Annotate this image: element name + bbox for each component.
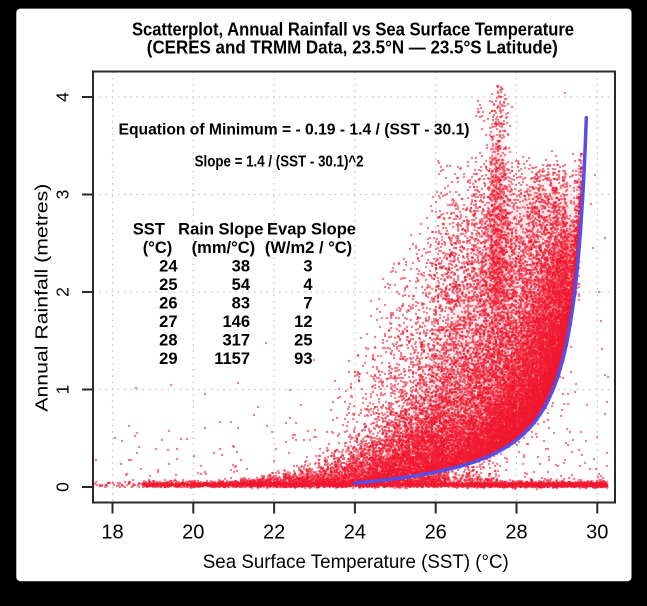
svg-text:27: 27 [159,313,177,331]
svg-text:SST: SST [133,221,165,239]
svg-text:317: 317 [222,332,250,350]
svg-text:Evap Slope: Evap Slope [267,221,356,239]
svg-text:28: 28 [505,522,527,544]
svg-text:25: 25 [159,276,177,294]
svg-text:24: 24 [159,258,178,276]
svg-text:Scatterplot, Annual Rainfall v: Scatterplot, Annual Rainfall vs Sea Surf… [132,20,574,40]
svg-text:38: 38 [232,258,250,276]
svg-text:26: 26 [425,522,447,544]
svg-text:Equation of Minimum = - 0.19 -: Equation of Minimum = - 0.19 - 1.4 / (SS… [119,122,470,139]
svg-text:0: 0 [53,482,73,492]
svg-text:93: 93 [294,350,312,368]
svg-text:(W/m2 / °C): (W/m2 / °C) [265,239,352,257]
svg-text:(mm/°C): (mm/°C) [192,239,255,257]
svg-text:4: 4 [53,92,73,102]
svg-text:3: 3 [303,258,312,276]
svg-text:1157: 1157 [214,350,250,368]
svg-text:26: 26 [159,295,177,313]
svg-text:3: 3 [53,190,73,200]
svg-text:4: 4 [303,276,313,294]
svg-text:28: 28 [159,332,177,350]
svg-text:1: 1 [53,385,73,395]
svg-text:22: 22 [263,522,285,544]
svg-text:(°C): (°C) [143,239,173,257]
svg-text:29: 29 [159,350,177,368]
svg-text:Annual Rainfall (metres): Annual Rainfall (metres) [32,184,52,412]
svg-text:Rain Slope: Rain Slope [178,221,263,239]
svg-text:Slope = 1.4 / (SST - 30.1)^2: Slope = 1.4 / (SST - 30.1)^2 [195,154,364,171]
svg-text:(CERES and TRMM Data, 23.5°N —: (CERES and TRMM Data, 23.5°N — 23.5°S La… [147,38,558,58]
svg-text:24: 24 [344,522,366,544]
svg-text:7: 7 [303,295,312,313]
svg-text:83: 83 [232,295,250,313]
svg-text:20: 20 [182,522,204,544]
svg-text:Sea Surface Temperature (SST): Sea Surface Temperature (SST) (°C) [203,551,509,573]
svg-text:146: 146 [222,313,250,331]
svg-text:12: 12 [294,313,312,331]
svg-text:30: 30 [586,522,608,544]
svg-text:2: 2 [53,287,73,297]
svg-text:18: 18 [101,522,123,544]
svg-text:25: 25 [294,332,312,350]
svg-text:54: 54 [232,276,251,294]
